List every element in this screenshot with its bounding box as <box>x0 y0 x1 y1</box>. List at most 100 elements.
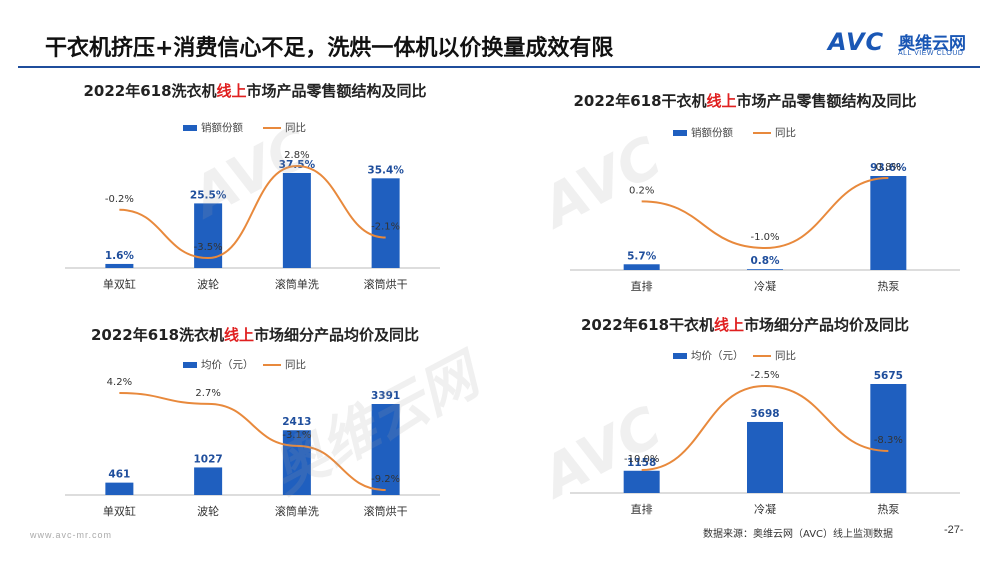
category-label: 单双缸 <box>103 504 136 518</box>
bar-value-label: 25.5% <box>190 189 227 201</box>
chart-washer-sales-share: 2022年618洗衣机线上市场产品零售额结构及同比销额份额 同比 1.6% 25.5%… <box>20 78 490 303</box>
category-label: 滚筒烘干 <box>364 277 408 291</box>
yoy-value-label: -3.1% <box>282 430 311 441</box>
chart-title-part: 市场产品零售额结构及同比 <box>736 92 917 110</box>
legend-bar-label: 销额份额 <box>691 126 733 139</box>
chart-dryer-sales-share: 2022年618干衣机线上市场产品零售额结构及同比 销额份额 同比 5.7% 0.8% 9… <box>510 78 980 303</box>
chart-title-part: 2022年618干衣机 <box>573 92 707 110</box>
bar-value-label: 35.4% <box>367 164 404 176</box>
bar <box>371 178 400 268</box>
bar-value-label: 2413 <box>282 416 311 428</box>
chart-washer-avg-price: 2022年618洗衣机线上市场细分产品均价及同比均价（元） 同比 461 1027 24… <box>20 310 490 525</box>
chart-dryer-avg-price: 2022年618干衣机线上市场细分产品均价及同比均价（元） 同比 1158 3698 5… <box>510 310 980 525</box>
chart-title-part: 市场产品零售额结构及同比 <box>246 82 427 100</box>
yoy-value-label: -1.0% <box>750 232 779 243</box>
yoy-value-label: -3.5% <box>194 242 223 253</box>
bar-value-label: 1.6% <box>105 250 135 262</box>
chart-title-part: 2022年618干衣机 <box>580 316 715 334</box>
chart-plot: 均价（元） 同比 1158 3698 5675 -10.0% -2.5% -8.3% 直排 冷凝 热… <box>570 349 960 516</box>
chart-title-highlight: 线上 <box>224 326 255 344</box>
chart-title-part: 市场细分产品均价及同比 <box>744 316 910 334</box>
category-label: 滚筒单洗 <box>275 277 319 291</box>
bar-value-label: 3698 <box>750 408 779 420</box>
chart-plot: 均价（元） 同比 461 1027 2413 3391 4.2% 2.7% -3.1% -9.2%… <box>65 358 440 518</box>
bar-value-label: 93.6% <box>870 162 907 174</box>
yoy-value-label: 4.2% <box>107 377 132 388</box>
bar-value-label: 1158 <box>627 457 656 469</box>
legend-line-label: 同比 <box>285 358 306 371</box>
yoy-value-label: -2.5% <box>750 370 779 381</box>
category-label: 热泵 <box>877 503 899 516</box>
bar-value-label: 0.8% <box>750 255 780 267</box>
category-label: 直排 <box>631 279 653 293</box>
chart-title-part: 2022年618洗衣机 <box>83 82 217 100</box>
footer-source: 数据来源：奥维云网（AVC）线上监测数据 <box>703 529 894 540</box>
yoy-value-label: 2.8% <box>284 150 309 161</box>
title-bar: 干衣机挤压+消费信心不足，洗烘一体机以价换量成效有限 AVC 奥维云网 ALL … <box>0 0 1000 62</box>
bar <box>870 384 907 493</box>
category-label: 直排 <box>631 502 653 516</box>
bar-value-label: 5.7% <box>627 250 657 262</box>
chart-title-highlight: 线上 <box>216 82 247 100</box>
yoy-value-label: -8.3% <box>874 435 903 446</box>
legend-bar-swatch <box>183 362 197 368</box>
chart-title: 2022年618干衣机线上市场细分产品均价及同比 <box>510 314 980 335</box>
bar <box>623 470 660 493</box>
yoy-line <box>119 392 386 491</box>
bar-value-label: 5675 <box>874 370 903 382</box>
legend-line-label: 同比 <box>775 126 796 139</box>
category-label: 波轮 <box>197 277 219 291</box>
page-title: 干衣机挤压+消费信心不足，洗烘一体机以价换量成效有限 <box>45 36 614 61</box>
bar <box>282 430 311 495</box>
bar <box>194 467 223 495</box>
legend-bar-swatch <box>183 125 197 131</box>
legend-bar-swatch <box>673 130 687 136</box>
bar <box>282 173 311 268</box>
category-label: 热泵 <box>877 280 899 293</box>
bar <box>105 482 134 495</box>
category-label: 滚筒烘干 <box>364 504 408 518</box>
chart-title-highlight: 线上 <box>714 316 745 334</box>
category-label: 波轮 <box>197 504 219 518</box>
yoy-value-label: 0.8% <box>876 162 901 173</box>
chart-plot: 销额份额 同比5.7% 0.8%93.6%0.2%-1.0%0.8%直排 冷凝 热泵 <box>570 126 960 293</box>
legend-bar-swatch <box>673 353 687 359</box>
logo-text: AVC <box>828 28 885 56</box>
yoy-value-label: 0.2% <box>629 185 654 196</box>
bar <box>747 421 783 493</box>
legend-bar-label: 销额份额 <box>201 121 243 134</box>
legend-bar-label: 均价（元） <box>691 350 744 362</box>
category-label: 冷凝 <box>754 279 776 293</box>
chart-plot: 销额份额 同比1.6%25.5%37.5% 35.4%-0.2%-3.5%2.8%-… <box>65 121 440 291</box>
chart-title-part: 2022年618洗衣机 <box>90 326 225 344</box>
avc-logo: AVC 奥维云网 ALL VIEW CLOUD <box>828 28 978 64</box>
title-divider <box>18 66 980 68</box>
bar-value-label: 3391 <box>371 390 400 402</box>
legend-line-label: 同比 <box>775 349 796 362</box>
bar <box>371 404 400 495</box>
chart-title: 2022年618洗衣机线上市场细分产品均价及同比 <box>20 324 490 345</box>
chart-title: 2022年618洗衣机线上市场产品零售额结构及同比 <box>20 80 490 101</box>
bar <box>870 176 907 270</box>
legend-line-label: 同比 <box>285 121 306 134</box>
chart-title-highlight: 线上 <box>706 92 737 110</box>
bar <box>623 264 660 270</box>
yoy-value-label: -0.2% <box>105 194 134 205</box>
logo-en-text: ALL VIEW CLOUD <box>898 50 964 57</box>
bar <box>105 263 134 268</box>
bar-value-label: 461 <box>108 469 130 481</box>
bar-value-label: 1027 <box>194 453 223 465</box>
yoy-line <box>119 164 386 260</box>
legend-bar-label: 均价（元） <box>201 359 254 371</box>
chart-title-part: 市场细分产品均价及同比 <box>254 326 420 344</box>
yoy-value-label: -2.1% <box>371 222 400 233</box>
logo-cn-text: 奥维云网 <box>898 34 966 54</box>
page-number: -27- <box>944 524 964 536</box>
bar <box>747 269 783 270</box>
yoy-value-label: -10.0% <box>624 454 659 465</box>
yoy-value-label: -9.2% <box>371 474 400 485</box>
category-label: 滚筒单洗 <box>275 504 319 518</box>
footer-url: www.avc-mr.com <box>30 530 113 540</box>
chart-title: 2022年618干衣机线上市场产品零售额结构及同比 <box>510 90 980 111</box>
category-label: 单双缸 <box>103 277 136 291</box>
